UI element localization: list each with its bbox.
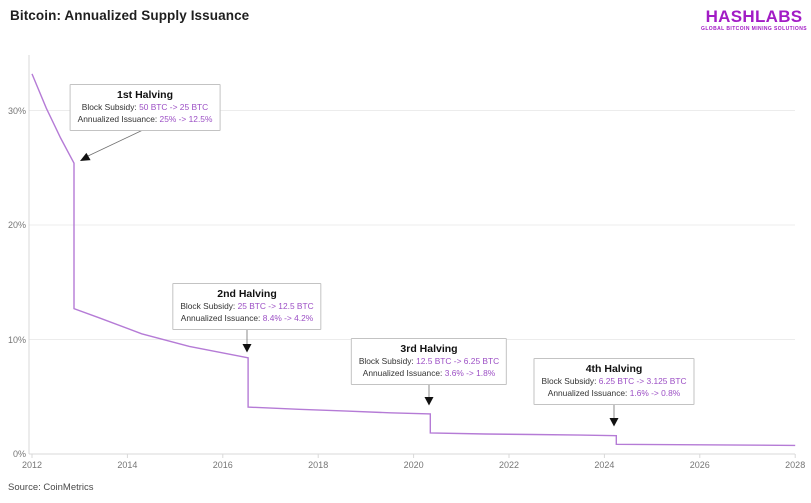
arrow-head-4th-halving: [609, 418, 619, 427]
subsidy-value: 25 BTC -> 12.5 BTC: [237, 301, 314, 311]
issuance-line-path: [31, 73, 796, 447]
subsidy-value: 50 BTC -> 25 BTC: [139, 102, 209, 112]
issuance-label: Annualized Issuance:: [362, 367, 443, 378]
y-tick-label: 10%: [7, 334, 26, 345]
annotation-title: 2nd Halving: [217, 288, 277, 300]
x-tick-label: 2012: [21, 460, 43, 470]
subsidy-value: 12.5 BTC -> 6.25 BTC: [416, 356, 500, 366]
annotation-box-2nd-halving: 2nd Halving Block Subsidy: 25 BTC -> 12.…: [172, 283, 322, 330]
annotation-issuance-line: Annualized Issuance: 25% -> 12.5%: [78, 114, 213, 126]
subsidy-label: Block Subsidy:: [180, 301, 236, 311]
x-tick-label: 2024: [594, 460, 615, 470]
logo-wordmark: HASHLABS: [705, 7, 803, 26]
issuance-value: 25% -> 12.5%: [159, 113, 213, 124]
issuance-value: 1.6% -> 0.8%: [629, 387, 681, 398]
x-tick-label: 2026: [689, 460, 710, 470]
annotation-subsidy-line: Block Subsidy: 12.5 BTC -> 6.25 BTC: [359, 356, 499, 368]
issuance-value: 8.4% -> 4.2%: [262, 312, 314, 323]
y-tick-label: 20%: [7, 220, 26, 230]
page-title: Bitcoin: Annualized Supply Issuance: [10, 8, 250, 23]
annotation-issuance-line: Annualized Issuance: 1.6% -> 0.8%: [541, 388, 686, 400]
arrow-head-1st-halving: [80, 152, 91, 161]
x-tick-label: 2028: [785, 460, 806, 470]
subsidy-label: Block Subsidy:: [358, 356, 414, 366]
source-attribution: Source: CoinMetrics: [8, 482, 94, 493]
annotation-title: 3rd Halving: [400, 343, 458, 355]
issuance-line: [31, 73, 796, 447]
arrow-shaft-1st-halving: [87, 128, 146, 157]
arrow-head-3rd-halving: [424, 397, 434, 406]
annotation-issuance-line: Annualized Issuance: 8.4% -> 4.2%: [180, 313, 313, 325]
issuance-label: Annualized Issuance:: [77, 113, 158, 124]
annotation-subsidy-line: Block Subsidy: 25 BTC -> 12.5 BTC: [180, 301, 313, 313]
issuance-value: 3.6% -> 1.8%: [444, 367, 496, 378]
subsidy-label: Block Subsidy:: [541, 376, 597, 386]
y-tick-label: 30%: [7, 105, 26, 116]
annotation-subsidy-line: Block Subsidy: 50 BTC -> 25 BTC: [78, 102, 213, 114]
subsidy-value: 6.25 BTC -> 3.125 BTC: [598, 376, 687, 386]
x-tick-label: 2020: [403, 460, 424, 470]
subsidy-label: Block Subsidy:: [81, 102, 137, 112]
annotation-title: 1st Halving: [116, 89, 174, 101]
axes: [28, 55, 796, 458]
annotation-box-3rd-halving: 3rd Halving Block Subsidy: 12.5 BTC -> 6…: [350, 338, 508, 385]
hashlabs-logo: HASHLABS GLOBAL BITCOIN MINING SOLUTIONS: [701, 7, 807, 33]
x-tick-label: 2014: [117, 460, 138, 470]
logo-tagline: GLOBAL BITCOIN MINING SOLUTIONS: [701, 26, 807, 32]
issuance-label: Annualized Issuance:: [547, 387, 628, 398]
arrow-head-2nd-halving: [242, 344, 252, 353]
issuance-label: Annualized Issuance:: [180, 312, 261, 323]
x-tick-label: 2016: [212, 460, 233, 470]
gridlines: [29, 110, 795, 340]
annotation-box-4th-halving: 4th Halving Block Subsidy: 6.25 BTC -> 3…: [533, 358, 695, 405]
annotation-box-1st-halving: 1st Halving Block Subsidy: 50 BTC -> 25 …: [69, 84, 221, 131]
x-tick-label: 2022: [498, 460, 520, 470]
annotation-arrows: [80, 128, 619, 427]
y-tick-label: 0%: [12, 449, 26, 459]
annotation-title: 4th Halving: [585, 363, 643, 375]
annotation-issuance-line: Annualized Issuance: 3.6% -> 1.8%: [359, 368, 499, 380]
x-tick-label: 2018: [308, 460, 329, 470]
annotation-subsidy-line: Block Subsidy: 6.25 BTC -> 3.125 BTC: [541, 376, 686, 388]
